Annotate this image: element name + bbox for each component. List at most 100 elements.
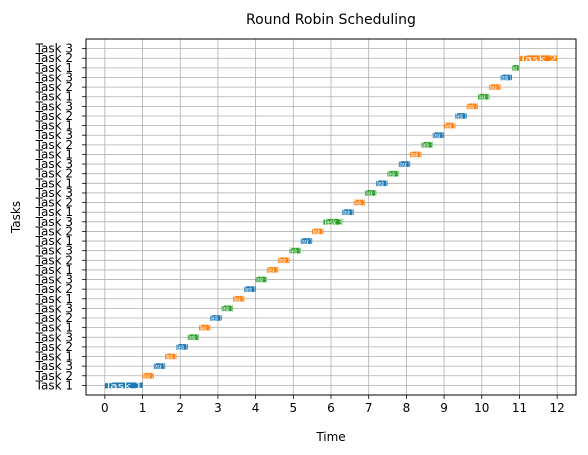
y-tick-label: Task 1 [35, 321, 73, 335]
task-bar [364, 190, 377, 196]
chart-title: Round Robin Scheduling [246, 12, 416, 28]
task-bar [511, 64, 520, 71]
y-tick-label: Task 1 [35, 205, 73, 219]
task-bar [444, 122, 456, 129]
task-bar [466, 103, 478, 110]
task-bar-label: Task 1 [376, 180, 388, 189]
task-bar-label: Task 1 [103, 382, 142, 391]
task-bar [342, 209, 354, 216]
task-bar [398, 161, 411, 167]
y-tick-label: Task 3 [35, 359, 73, 373]
task-bar-label: Task 3 [289, 247, 301, 256]
x-tick-label: 0 [101, 401, 109, 415]
x-tick-label: 7 [365, 401, 373, 415]
y-tick-label: Task 3 [35, 244, 73, 258]
task-bar-label: Task 3 [387, 170, 399, 179]
y-tick-label: Task 3 [35, 157, 73, 171]
y-tick-label: Task 2 [35, 253, 73, 267]
y-tick-label: Task 2 [35, 80, 73, 94]
task-bar-label: Task 1 [500, 74, 512, 83]
task-bar-label: Task 2 [142, 372, 154, 381]
task-bar-label: Task 1 [455, 112, 467, 121]
y-tick-label: Task 2 [35, 51, 73, 65]
task-bar-label: Task 1 [398, 160, 410, 169]
x-tick-label: 2 [176, 401, 184, 415]
x-tick-label: 3 [214, 401, 222, 415]
x-tick-label: 1 [139, 401, 147, 415]
x-tick-label: 11 [512, 401, 527, 415]
task-bar [410, 151, 422, 158]
x-tick-label: 10 [474, 401, 489, 415]
task-bar-label: Task 3 [478, 93, 490, 102]
y-tick-label: Task 3 [35, 186, 73, 200]
task-bar-label: Task 2 [266, 266, 278, 275]
task-bar-label: Task 1 [300, 237, 312, 246]
x-axis: 0 1 2 3 4 5 6 7 8 9 10 11 12 [101, 395, 565, 415]
task-bar [104, 382, 143, 389]
task-bar [142, 372, 154, 379]
x-axis-label: Time [315, 430, 345, 444]
task-bar [199, 324, 211, 331]
y-tick-label: Task 1 [35, 90, 73, 104]
task-bar-label: Task 1 [342, 208, 354, 217]
task-bar [519, 55, 558, 62]
y-tick-label: Task 1 [35, 292, 73, 306]
task-bar [323, 218, 343, 225]
task-bar [387, 170, 399, 177]
task-bar-label: Task 1 [210, 314, 222, 323]
task-bar-label: Task 2 [518, 54, 557, 63]
y-tick-label: Task 2 [35, 311, 73, 325]
task-bar-label: Task 3 [255, 276, 267, 285]
task-bar-label: Task 1 [432, 131, 444, 140]
y-tick-label: Task 2 [35, 196, 73, 210]
task-bar [210, 315, 222, 321]
y-tick-label: Task 1 [35, 378, 73, 392]
task-bar [255, 276, 267, 283]
y-tick-label: Task 2 [35, 282, 73, 296]
task-bar-label: Task 2 [410, 151, 422, 160]
task-bar [300, 238, 313, 244]
task-bar-label: Task 2 [199, 324, 211, 333]
y-tick-label: Task 1 [35, 234, 73, 248]
task-bar [455, 113, 467, 119]
task-bar [244, 286, 256, 293]
y-axis-label: Tasks [9, 201, 23, 234]
y-tick-label: Task 3 [35, 42, 73, 56]
task-bar [221, 305, 233, 312]
y-tick-label: Task 1 [35, 147, 73, 161]
task-bar-label: Task 2 [165, 353, 177, 362]
task-bar-label: Task 3 [221, 305, 233, 314]
task-bar [165, 353, 177, 360]
task-bar [278, 257, 290, 264]
task-bar-label: Task 2 [353, 199, 365, 208]
task-bar-label: Task 2 [466, 103, 478, 112]
task-bar-label: Task 3 [187, 333, 199, 342]
task-bar [489, 84, 501, 90]
x-tick-label: 4 [252, 401, 260, 415]
task-bar-label: Task 1 [153, 362, 165, 371]
task-bar-label: Task 2 [312, 228, 324, 237]
y-tick-label: Task 3 [35, 301, 73, 315]
task-bar [176, 344, 188, 350]
y-tick-label: Task 3 [35, 128, 73, 142]
task-bar-label: Task 2 [278, 256, 290, 265]
x-tick-label: 5 [289, 401, 297, 415]
task-bar [376, 180, 388, 187]
y-tick-label: Task 2 [35, 138, 73, 152]
task-bar [312, 228, 324, 235]
y-tick-label: Task 1 [35, 350, 73, 364]
y-tick-label: Task 1 [35, 263, 73, 277]
task-bar-label: Task 2 [233, 295, 245, 304]
y-tick-label: Task 2 [35, 340, 73, 354]
task-bar [500, 74, 512, 81]
y-tick-label: Task 3 [35, 273, 73, 287]
task-bar-label: Task 2 [444, 122, 456, 131]
task-bar [353, 199, 365, 206]
x-tick-label: 6 [327, 401, 335, 415]
task-bar-label: Task 3 [511, 64, 519, 73]
x-tick-label: 12 [550, 401, 565, 415]
task-bar [266, 267, 279, 273]
task-bar-label: Task 3 [421, 141, 433, 150]
x-tick-label: 8 [403, 401, 411, 415]
